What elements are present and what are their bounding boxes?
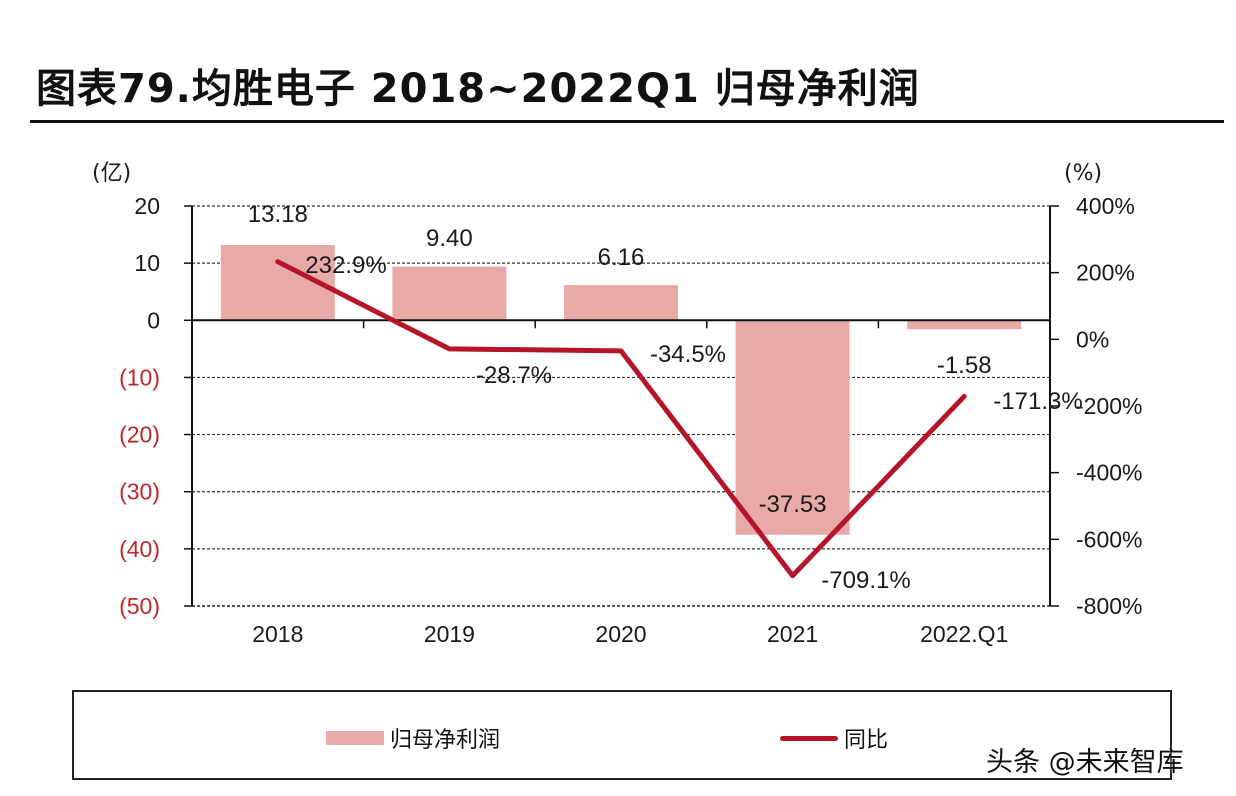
left-axis-tick-label: (20) <box>119 422 160 448</box>
bar-value-label: -1.58 <box>937 352 992 379</box>
bar <box>392 266 507 321</box>
bar <box>564 285 678 321</box>
left-axis-unit: (亿) <box>92 161 131 186</box>
left-axis-tick-label: (10) <box>119 364 160 390</box>
left-axis-tick-label: (40) <box>119 536 160 562</box>
left-axis-tick-label: 20 <box>134 193 160 219</box>
bar <box>735 320 850 535</box>
bar-value-label: -37.53 <box>759 491 827 518</box>
data-labels: 13.18 9.40 6.16 -37.53 -1.58 232.9% -28.7% -34.… <box>248 201 1083 594</box>
legend-swatch-line <box>780 735 838 741</box>
x-axis-tick-label: 2020 <box>595 621 646 647</box>
yoy-value-label: -34.5% <box>650 341 726 368</box>
right-axis-tick-label: -200% <box>1076 393 1142 419</box>
yoy-value-label: -171.3% <box>993 388 1082 415</box>
bar-value-label: 13.18 <box>248 201 308 228</box>
right-axis-tick-label: -800% <box>1076 593 1142 619</box>
bar-series <box>220 244 1022 535</box>
legend: 归母净利润 同比 <box>72 690 1172 780</box>
left-axis-tick-label: (50) <box>119 593 160 619</box>
legend-label-yoy: 同比 <box>844 728 889 753</box>
right-axis-tick-label: 400% <box>1076 193 1135 219</box>
left-axis-tick-label: (30) <box>119 479 160 505</box>
left-axis-tick-label: 0 <box>147 307 160 333</box>
legend-label-net-profit: 归母净利润 <box>390 728 501 753</box>
x-axis-tick-label: 2018 <box>252 621 303 647</box>
chart-title: 图表79.均胜电子 2018~2022Q1 归母净利润 <box>36 66 920 112</box>
x-axis-tick-label: 2021 <box>767 621 818 647</box>
left-axis-tick-label: 10 <box>134 250 160 276</box>
legend-swatch-bar <box>326 731 384 745</box>
yoy-value-label: 232.9% <box>305 252 386 279</box>
bar <box>907 320 1022 330</box>
x-axis-tick-label: 2019 <box>424 621 475 647</box>
axes: 20 10 0 (10) (20) (30) (40) (50) 400% 200% 0% -200%… <box>119 193 1142 647</box>
bar-value-label: 6.16 <box>598 244 645 271</box>
right-axis-tick-label: -400% <box>1076 460 1142 486</box>
right-axis-unit: (%) <box>1064 161 1102 186</box>
yoy-value-label: -28.7% <box>476 362 552 389</box>
title-divider <box>30 120 1224 123</box>
watermark: 头条 @未来智库 <box>986 747 1184 778</box>
right-axis-tick-label: -600% <box>1076 526 1142 552</box>
right-axis-tick-label: 0% <box>1076 326 1109 352</box>
right-axis-tick-label: 200% <box>1076 260 1135 286</box>
yoy-value-label: -709.1% <box>821 567 910 594</box>
legend-item-net-profit: 归母净利润 <box>326 722 500 754</box>
line-series <box>275 259 967 579</box>
legend-item-yoy: 同比 <box>780 722 888 754</box>
x-axis-tick-label: 2022.Q1 <box>920 621 1008 647</box>
bar-value-label: 9.40 <box>426 225 473 252</box>
